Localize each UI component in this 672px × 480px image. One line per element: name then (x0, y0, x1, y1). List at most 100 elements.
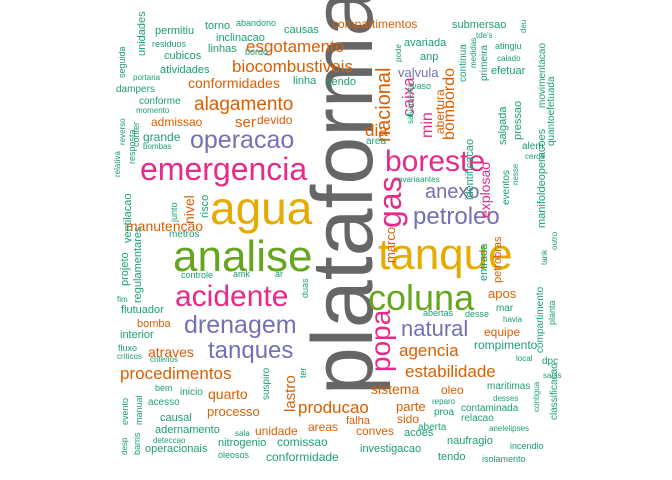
word-ser: ser (235, 114, 256, 131)
word-abertas: abertas (423, 308, 454, 318)
word-desp: desp (120, 437, 129, 455)
word-linhas: linhas (208, 43, 237, 55)
word-contigua: contigua (532, 381, 541, 412)
word-acidente: acidente (175, 280, 289, 313)
word-agua: agua (210, 182, 313, 234)
word-contaminada: contaminada (461, 403, 519, 414)
word-avariada: avariada (404, 37, 447, 49)
word-area: area (366, 136, 387, 147)
word-resposta: resposta (127, 129, 137, 164)
word-inicio: inicio (180, 387, 203, 398)
word-operacionais: operacionais (145, 443, 208, 455)
word-sendo: sendo (326, 76, 356, 88)
word-producao: producao (298, 398, 369, 417)
word-estabilidade: estabilidade (405, 362, 496, 381)
word-linha: linha (293, 75, 317, 87)
word-operacao: operacao (190, 126, 295, 154)
word-momento: momento (136, 106, 170, 115)
word-manutencao: manutencao (126, 218, 204, 234)
word-evento: evento (120, 397, 130, 425)
word-tendo: tendo (438, 451, 466, 463)
word-medidas: medidas (469, 37, 478, 68)
word-anelelipses: anelelipses (489, 424, 530, 433)
word-incendio: incendio (510, 441, 544, 451)
word-compartimentos: compartimentos (332, 17, 418, 31)
word-tanque: tanque (378, 230, 513, 279)
word-salas: salas (543, 371, 562, 380)
word-reparo: reparo (432, 397, 456, 406)
word-calado: calado (497, 54, 521, 63)
word-ar: ar (275, 269, 284, 279)
word-classificacao: classificacao (549, 363, 560, 420)
word-petroleo: petroleo (413, 203, 500, 230)
word-apos: apos (488, 286, 517, 301)
word-dia: dia (365, 121, 388, 140)
word-seguida: seguida (117, 46, 127, 78)
word-anp: anp (420, 51, 439, 63)
word-junto: junto (169, 202, 179, 222)
word-planta: planta (547, 300, 557, 325)
word-torno: torno (205, 20, 231, 32)
word-tank: tank (540, 249, 549, 265)
word-barris: barris (132, 432, 142, 455)
word-fim: fim (117, 295, 128, 304)
word-antes: antes (420, 175, 440, 184)
word-esgotamento: esgotamento (246, 37, 345, 56)
word-permitiu: permitiu (155, 25, 195, 37)
word-projeto: projeto (119, 252, 131, 286)
word-equipe: equipe (484, 325, 521, 339)
word-relacao: relacao (461, 413, 494, 424)
word-adernamento: adernamento (155, 424, 220, 436)
word-quantoefetuada: quantoefetuada (546, 76, 557, 146)
word-submersao: submersao (452, 19, 507, 31)
word-processo: processo (207, 404, 260, 419)
word-nitrogenio: nitrogenio (218, 437, 267, 449)
word-natural: natural (401, 316, 469, 341)
word-aberta: aberta (418, 422, 447, 433)
word-bem: bem (155, 383, 173, 393)
word-isolamento: isolamento (482, 454, 526, 464)
word-amk: amk (233, 269, 251, 279)
word-acesso: acesso (148, 397, 180, 408)
word-bordo: bordo (245, 47, 269, 57)
word-salvamento: salvamento (406, 83, 415, 124)
word-naufragio: naufragio (447, 435, 493, 447)
word-popa: popa (365, 309, 396, 372)
word-regulamentares: regulamentares (132, 226, 144, 303)
word-acoes: acoes (404, 427, 434, 439)
word-flutuador: flutuador (121, 304, 164, 316)
word-cerca: cerca (525, 152, 545, 161)
word-sistema: sistema (371, 381, 420, 397)
word-rompimento: rompimento (474, 338, 538, 352)
word-dampers: dampers (116, 84, 155, 95)
word-conforme: conforme (139, 96, 181, 107)
word-ter: ter (298, 367, 308, 378)
word-drenagem: drenagem (184, 311, 297, 339)
word-fluxo: fluxo (118, 343, 138, 353)
word-continua: continua (458, 44, 469, 82)
word-investigacao: investigacao (360, 443, 422, 455)
word-portaria: portaria (133, 73, 161, 82)
word-cubicos: cubicos (164, 50, 202, 62)
word-criterios: criterios (150, 355, 179, 364)
word-parte: parte (396, 399, 426, 414)
word-criticos: criticos (117, 352, 142, 361)
word-biocombustiveis: biocombustiveis (232, 57, 353, 76)
word-abertura: abertura (433, 89, 447, 134)
word-primeira: primeira (479, 44, 490, 81)
word-anexo: anexo (425, 181, 480, 203)
word-tanques: tanques (208, 337, 294, 364)
word-reverso: reverso (118, 118, 127, 145)
word-relativa: relativa (113, 151, 122, 177)
word-inclinacao: inclinacao (216, 32, 265, 44)
word-pode: pode (394, 44, 403, 62)
word-vaso: vaso (412, 81, 432, 91)
word-controle: controle (181, 270, 214, 280)
word-dpc: dpc (542, 356, 559, 367)
word-marco: marco (383, 226, 398, 263)
word-duas: duas (300, 278, 310, 298)
word-oleo: oleo (441, 383, 464, 397)
word-atingiu: atingiu (495, 41, 522, 51)
word-gas: gas (372, 176, 408, 228)
word-interior: interior (120, 329, 154, 341)
